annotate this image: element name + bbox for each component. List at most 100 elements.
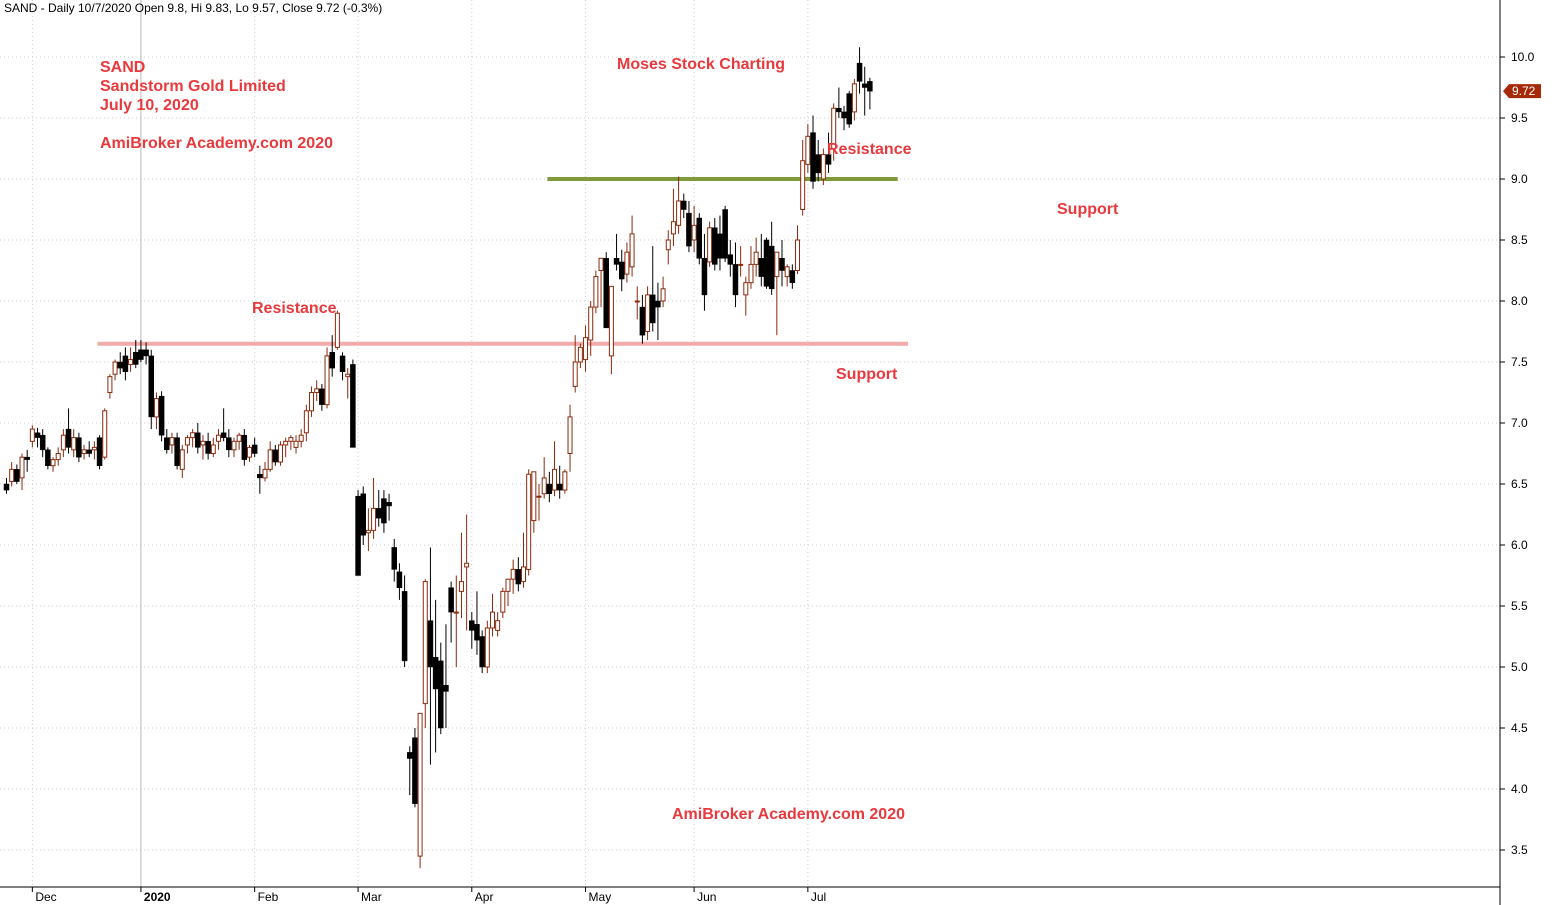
- candle-body-up: [774, 251, 780, 278]
- candle-body-up: [552, 468, 558, 491]
- candle-body-down: [836, 107, 842, 113]
- candle-body-up: [743, 282, 749, 296]
- academy-label-bottom: AmiBroker Academy.com 2020: [672, 806, 905, 823]
- candle-body-up: [458, 581, 464, 592]
- candle-body-up: [71, 437, 77, 451]
- candle-body-down: [758, 258, 765, 277]
- y-tick-label: 8.5: [1511, 233, 1528, 247]
- candle-body-up: [246, 446, 252, 458]
- candle-body-up: [707, 227, 713, 263]
- support-resistance-lines: [97, 177, 909, 346]
- y-tick-label: 6.0: [1511, 538, 1528, 552]
- candle-body-down: [810, 132, 816, 182]
- candle-body-down: [251, 444, 258, 454]
- candle-body-down: [438, 660, 444, 729]
- x-tick-label: Dec: [35, 890, 56, 904]
- y-tick-label: 3.5: [1511, 843, 1528, 857]
- candle-body-up: [784, 266, 790, 278]
- candle-body-down: [618, 261, 625, 280]
- y-tick-label: 5.5: [1511, 599, 1528, 613]
- candle-body-down: [350, 364, 356, 448]
- candle-body-down: [768, 245, 775, 290]
- candle-body-down: [148, 355, 155, 418]
- candle-body-down: [355, 495, 361, 576]
- candle-body-up: [521, 566, 526, 583]
- candle-body-up: [169, 437, 175, 446]
- candle-body-down: [329, 351, 335, 369]
- candle-body-down: [205, 441, 211, 454]
- candle-body-up: [624, 251, 630, 275]
- x-tick-label: May: [589, 890, 612, 904]
- candle-body-down: [639, 306, 646, 336]
- candle-body-down: [164, 437, 170, 451]
- y-tick-label: 10.0: [1511, 50, 1535, 64]
- candle-body-up: [55, 453, 61, 461]
- candle-body-down: [701, 258, 708, 296]
- candle-body-down: [479, 636, 485, 668]
- y-tick-label: 9.5: [1511, 111, 1528, 125]
- candle-body-down: [96, 437, 103, 466]
- candle-body-up: [608, 285, 614, 357]
- candle-body-down: [86, 449, 92, 454]
- candle-body-down: [681, 200, 687, 210]
- candle-body-down: [133, 351, 139, 365]
- candle-body-down: [138, 349, 144, 360]
- candle-body-down: [763, 239, 770, 287]
- candle-body-up: [665, 239, 671, 251]
- candle-body-down: [360, 493, 366, 536]
- candle-body-up: [262, 468, 268, 479]
- candle-body-up: [309, 392, 315, 412]
- candle-body-up: [645, 294, 651, 332]
- candle-body-down: [722, 209, 728, 259]
- resistance-label-right: Resistance: [827, 141, 912, 158]
- candle-body-up: [371, 507, 377, 531]
- candle-body-down: [381, 498, 387, 524]
- candle-body-up: [293, 440, 299, 448]
- last-price-tag: [1503, 84, 1541, 99]
- candle-body-up: [179, 449, 185, 470]
- candle-body-up: [660, 288, 666, 302]
- candle-body-up: [567, 416, 573, 454]
- candle-body-up: [91, 446, 97, 451]
- candle-body-down: [76, 437, 82, 458]
- candle-body-down: [650, 294, 656, 324]
- support-label-mid: Support: [836, 366, 898, 383]
- gridlines: [0, 0, 1500, 887]
- candle-body-up: [29, 428, 35, 442]
- candle-body-up: [60, 434, 66, 451]
- candle-body-down: [122, 355, 129, 373]
- candle-body-up: [231, 440, 237, 451]
- x-tick-label: Jul: [811, 890, 826, 904]
- candle-body-down: [432, 656, 439, 690]
- y-tick-label: 4.5: [1511, 721, 1528, 735]
- candle-body-up: [738, 263, 744, 266]
- candle-body-up: [19, 456, 25, 479]
- candle-body-up: [314, 388, 320, 393]
- candle-body-up: [303, 410, 309, 434]
- candle-body-down: [655, 300, 661, 308]
- candle-body-up: [510, 568, 516, 580]
- candle-body-up: [153, 398, 159, 418]
- candle-body-down: [174, 437, 180, 466]
- candle-body-down: [712, 227, 718, 265]
- candle-body-up: [50, 459, 56, 467]
- y-tick-label: 4.0: [1511, 782, 1528, 796]
- candle-body-up: [128, 359, 134, 365]
- candle-body-down: [841, 111, 847, 119]
- candle-body-up: [288, 437, 294, 442]
- candle-body-up: [691, 224, 697, 241]
- candle-body-down: [24, 456, 30, 460]
- candle-body-up: [345, 373, 351, 378]
- candle-body-up: [500, 590, 506, 613]
- candle-body-down: [220, 432, 227, 438]
- candle-body-down: [195, 432, 201, 448]
- candle-body-up: [417, 712, 423, 857]
- candle-body-down: [375, 508, 382, 519]
- candle-body-down: [339, 355, 346, 373]
- candle-body-up: [464, 562, 470, 568]
- candle-body-down: [226, 437, 232, 451]
- candle-body-up: [112, 361, 118, 375]
- candle-body-up: [9, 468, 15, 483]
- candle-body-up: [629, 233, 635, 268]
